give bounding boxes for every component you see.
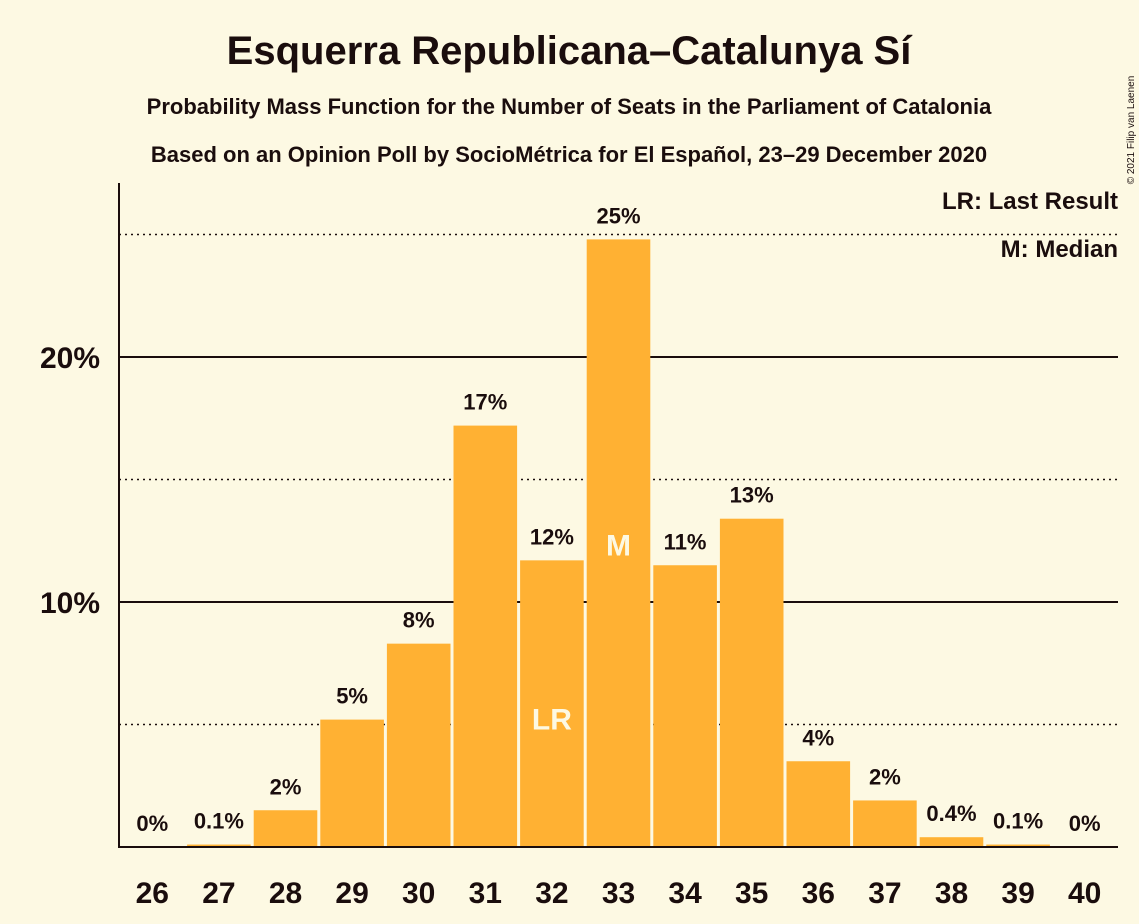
bars bbox=[187, 239, 1050, 847]
bar bbox=[986, 844, 1050, 847]
bar bbox=[586, 239, 651, 847]
bar bbox=[719, 518, 784, 847]
x-tick-label: 28 bbox=[269, 877, 302, 910]
legend-last-result: LR: Last Result bbox=[942, 188, 1118, 215]
x-tick-label: 38 bbox=[935, 877, 968, 910]
x-tick-label: 39 bbox=[1001, 877, 1034, 910]
x-tick-label: 29 bbox=[335, 877, 368, 910]
x-tick-label: 37 bbox=[868, 877, 901, 910]
bar bbox=[187, 844, 251, 847]
bar bbox=[320, 719, 384, 847]
median-marker: M bbox=[606, 529, 631, 562]
data-label: 0% bbox=[136, 811, 168, 836]
x-tick-label: 35 bbox=[735, 877, 768, 910]
data-label: 2% bbox=[270, 774, 302, 799]
data-label: 12% bbox=[530, 524, 574, 549]
data-label: 0% bbox=[1069, 811, 1101, 836]
chart-subtitle: Probability Mass Function for the Number… bbox=[147, 94, 992, 119]
data-label-background bbox=[523, 522, 580, 551]
bar bbox=[853, 800, 917, 847]
data-label-background bbox=[457, 387, 514, 416]
data-label: 0.1% bbox=[194, 809, 244, 834]
x-tick-label: 26 bbox=[136, 877, 169, 910]
data-label-background bbox=[723, 480, 780, 509]
bar bbox=[386, 643, 451, 847]
x-tick-label: 40 bbox=[1068, 877, 1101, 910]
bar bbox=[653, 565, 717, 847]
data-label: 0.4% bbox=[926, 801, 976, 826]
bar bbox=[786, 761, 851, 847]
x-tick-label: 34 bbox=[668, 877, 702, 910]
x-tick-label: 33 bbox=[602, 877, 635, 910]
copyright-text: © 2021 Filip van Laenen bbox=[1126, 76, 1137, 185]
data-label: 8% bbox=[403, 608, 435, 633]
x-tick-label: 30 bbox=[402, 877, 435, 910]
data-label: 17% bbox=[463, 390, 507, 415]
data-label: 0.1% bbox=[993, 809, 1043, 834]
x-tick-label: 32 bbox=[535, 877, 568, 910]
data-label: 5% bbox=[336, 684, 368, 709]
data-label-background bbox=[657, 527, 714, 556]
data-label: 11% bbox=[664, 529, 707, 554]
x-tick-label: 27 bbox=[202, 877, 235, 910]
bar bbox=[253, 810, 318, 847]
bar bbox=[520, 560, 584, 847]
data-label: 4% bbox=[802, 725, 834, 750]
data-label: 2% bbox=[869, 764, 901, 789]
chart-subtitle-source: Based on an Opinion Poll by SocioMétrica… bbox=[151, 142, 987, 167]
last-result-marker: LR bbox=[532, 703, 572, 736]
x-tick-label: 36 bbox=[802, 877, 835, 910]
axes bbox=[118, 183, 1118, 848]
bar bbox=[919, 837, 984, 847]
legend-median: M: Median bbox=[1001, 236, 1118, 263]
y-tick-label: 10% bbox=[40, 587, 100, 620]
chart-title: Esquerra Republicana–Catalunya Sí bbox=[227, 29, 914, 73]
labels: 10% 20% 0% 26 0.1% 27 2% 28 5% 29 8% 30 17% 31 12% LR 32… bbox=[40, 201, 1101, 910]
y-tick-label: 20% bbox=[40, 342, 100, 375]
data-label: 13% bbox=[730, 483, 774, 508]
x-tick-label: 31 bbox=[469, 877, 502, 910]
data-label: 25% bbox=[596, 203, 640, 228]
data-label-background bbox=[590, 201, 647, 230]
bar bbox=[453, 425, 518, 847]
